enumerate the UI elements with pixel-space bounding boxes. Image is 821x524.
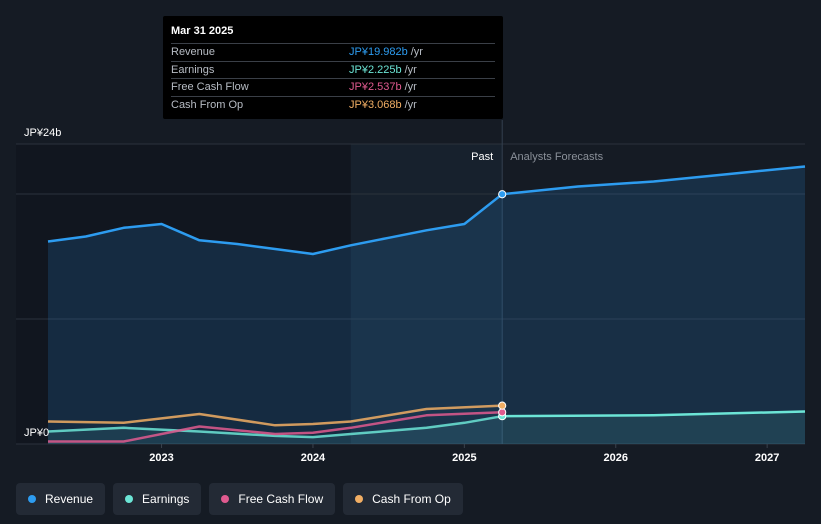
tooltip-row-earnings: Earnings JP¥2.225b /yr [171, 60, 495, 79]
forecast-line-revenue [502, 165, 806, 196]
tooltip-label: Cash From Op [171, 98, 244, 111]
series-line-cash-from-op [47, 404, 503, 427]
tooltip-date: Mar 31 2025 [171, 25, 234, 37]
legend-label: Earnings [142, 492, 190, 506]
tooltip-value: JP¥3.068b [349, 98, 402, 111]
tooltip-label: Earnings [171, 63, 215, 76]
series-line-free-cash-flow [48, 411, 503, 443]
tooltip-value: JP¥2.537b [349, 81, 402, 93]
tooltip: Mar 31 2025 Revenue JP¥19.982b /yr Earni… [163, 16, 503, 119]
legend: Revenue Earnings Free Cash Flow Cash Fro… [16, 483, 463, 515]
free-cash-flow-dot-icon [221, 495, 230, 503]
forecast-line-earnings [502, 410, 806, 418]
legend-item-earnings[interactable]: Earnings [113, 483, 202, 515]
earnings-dot-icon [125, 495, 134, 503]
legend-label: Revenue [45, 492, 94, 506]
marker-free-cash-flow [498, 408, 507, 417]
tooltip-unit: /yr [404, 98, 417, 111]
legend-item-revenue[interactable]: Revenue [16, 483, 106, 515]
tooltip-unit: /yr [404, 81, 417, 93]
legend-label: Free Cash Flow [238, 492, 324, 506]
tooltip-unit: /yr [410, 46, 423, 58]
legend-item-cash-from-op[interactable]: Cash From Op [343, 483, 463, 515]
past-label: Past [471, 151, 493, 163]
x-tick-label: 2023 [149, 452, 173, 464]
tooltip-row-free-cash-flow: Free Cash Flow JP¥2.537b /yr [171, 78, 495, 96]
x-tick-label: 2027 [755, 452, 779, 464]
x-tick-label: 2024 [301, 452, 326, 464]
tooltip-value: JP¥2.225b [349, 63, 402, 76]
marker-cash-from-op [498, 401, 507, 410]
x-tick-label: 2026 [604, 452, 628, 464]
tooltip-row-revenue: Revenue JP¥19.982b /yr [171, 43, 495, 61]
legend-item-free-cash-flow[interactable]: Free Cash Flow [209, 483, 336, 515]
cash-from-op-dot-icon [355, 495, 364, 503]
series-area-earnings [48, 411, 805, 444]
tooltip-label: Free Cash Flow [171, 81, 249, 93]
legend-label: Cash From Op [372, 492, 451, 506]
chart-canvas: JP¥24b JP¥0 2023 2024 2025 2026 2027 Past Analys… [16, 120, 806, 464]
y-tick-label: JP¥24b [24, 127, 61, 139]
series-line-revenue [47, 193, 503, 256]
tooltip-unit: /yr [404, 63, 417, 76]
tooltip-label: Revenue [171, 46, 216, 58]
x-tick-label: 2025 [452, 452, 476, 464]
forecast-label: Analysts Forecasts [510, 151, 603, 163]
tooltip-value: JP¥19.982b [349, 46, 408, 58]
revenue-dot-icon [28, 495, 36, 503]
series-area-revenue [48, 166, 805, 444]
tooltip-row-cash-from-op: Cash From Op JP¥3.068b /yr [171, 95, 495, 114]
marker-revenue [498, 190, 507, 199]
series-line-earnings [47, 414, 503, 439]
y-tick-label: JP¥0 [24, 427, 49, 439]
